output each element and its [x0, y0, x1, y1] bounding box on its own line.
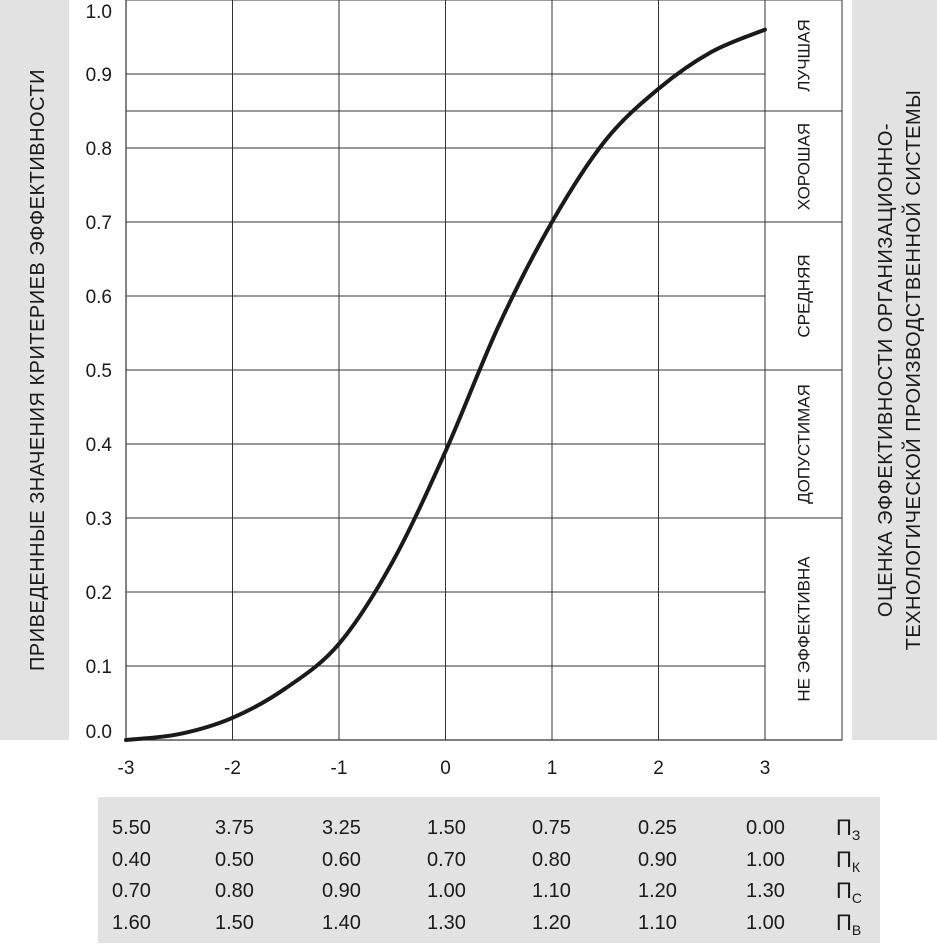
coefficient-value: 1.40	[322, 911, 361, 934]
coefficient-value: 1.50	[427, 817, 466, 839]
coefficient-value: 1.60	[112, 911, 151, 934]
coefficient-value: 0.90	[322, 880, 361, 902]
coefficient-value: 0.40	[112, 848, 151, 871]
y-tick-label: 0.6	[86, 287, 112, 308]
coefficient-row: 0.70 0.80 0.90 1.00 1.10 1.20 1.30 ПС	[98, 876, 880, 906]
quality-bands: ЛУЧШАЯ ХОРОШАЯ СРЕДНЯЯ ДОПУСТИМАЯ НЕ ЭФФЕКТИ…	[764, 0, 843, 741]
y-tick-label: 1.0	[86, 2, 112, 23]
y-tick-label: 0.2	[86, 583, 112, 604]
coefficient-value: 1.50	[215, 911, 254, 934]
right-title-line1: ОЦЕНКА ЭФФЕКТИВНОСТИ ОРГАНИЗАЦИОННО-	[875, 123, 897, 617]
right-title-box	[852, 0, 937, 740]
coefficient-value: 1.20	[532, 911, 571, 934]
coefficient-value: 1.10	[532, 880, 571, 902]
y-tick-labels: 0.0 0.1 0.2 0.3 0.4 0.5 0.6 0.7 0.8 0.9 1.0	[86, 2, 113, 743]
coefficient-value: 1.30	[427, 911, 466, 934]
y-tick-label: 0.7	[86, 213, 112, 234]
coefficient-symbol: ПВ	[836, 909, 862, 938]
y-tick-label: 0.3	[86, 509, 112, 530]
y-tick-label: 0.9	[86, 65, 112, 86]
x-tick-label: -2	[224, 758, 241, 779]
y-axis-title-box	[0, 0, 69, 740]
band-label: СРЕДНЯЯ	[795, 254, 814, 337]
coefficient-symbol: ПК	[836, 846, 860, 875]
y-axis-title: ПРИВЕДЕННЫЕ ЗНАЧЕНИЯ КРИТЕРИЕВ ЭФФЕКТИВН…	[27, 69, 49, 671]
y-tick-label: 0.0	[86, 722, 112, 743]
coefficient-value: 0.25	[638, 817, 677, 839]
coefficient-row: 1.60 1.50 1.40 1.30 1.20 1.10 1.00 ПВ	[98, 908, 880, 938]
x-tick-label: 0	[440, 758, 451, 779]
coefficient-value: 1.00	[746, 911, 785, 934]
x-tick-label: 2	[653, 758, 664, 779]
coefficient-value: 3.25	[322, 817, 361, 839]
coefficient-value: 0.60	[322, 848, 361, 871]
right-title-line2: ТЕХНОЛОГИЧЕСКОЙ ПРОИЗВОДСТВЕННОЙ СИСТЕМЫ	[901, 90, 925, 651]
coefficient-value: 0.00	[746, 817, 785, 839]
coefficient-value: 0.70	[112, 880, 151, 902]
band-label: ХОРОШАЯ	[795, 123, 814, 210]
coefficient-value: 1.20	[638, 880, 677, 902]
y-tick-label: 0.8	[86, 139, 112, 160]
x-tick-label: -3	[118, 758, 135, 779]
chart: ПРИВЕДЕННЫЕ ЗНАЧЕНИЯ КРИТЕРИЕВ ЭФФЕКТИВН…	[0, 0, 937, 779]
x-tick-label: 3	[760, 758, 771, 779]
band-label: НЕ ЭФФЕКТИВНА	[795, 556, 814, 702]
y-tick-label: 0.5	[86, 361, 112, 382]
x-tick-label: 1	[547, 758, 558, 779]
curve	[124, 27, 767, 742]
efficiency-curve	[124, 27, 767, 742]
band-label: ДОПУСТИМАЯ	[795, 384, 814, 504]
coefficient-symbol: ПЗ	[836, 815, 861, 843]
coefficient-value: 0.90	[638, 848, 677, 871]
coefficient-row: 0.40 0.50 0.60 0.70 0.80 0.90 1.00 ПК	[98, 845, 880, 875]
coefficient-value: 1.30	[746, 880, 785, 902]
coefficient-value: 0.70	[427, 848, 466, 871]
coefficient-value: 5.50	[112, 817, 151, 839]
x-tick-label: -1	[331, 758, 348, 779]
coefficient-symbol: ПС	[836, 878, 862, 906]
y-tick-label: 0.1	[86, 657, 112, 678]
coefficient-value: 3.75	[215, 817, 254, 839]
coefficient-row: 5.50 3.75 3.25 1.50 0.75 0.25 0.00 ПЗ	[98, 813, 880, 843]
coefficient-value: 0.50	[215, 848, 254, 871]
coefficient-value: 1.10	[638, 911, 677, 934]
coefficient-value: 0.80	[215, 880, 254, 902]
coefficient-value: 1.00	[427, 880, 466, 902]
y-tick-label: 0.4	[86, 435, 113, 456]
coefficient-value: 0.75	[532, 817, 571, 839]
coefficient-value: 1.00	[746, 848, 785, 871]
grid	[125, 0, 842, 741]
coefficient-table: 5.50 3.75 3.25 1.50 0.75 0.25 0.00 ПЗ 0.40 0.50 0.…	[98, 797, 880, 943]
x-tick-labels: -3 -2 -1 0 1 2 3	[118, 758, 771, 779]
band-label: ЛУЧШАЯ	[795, 19, 814, 91]
coefficient-value: 0.80	[532, 848, 571, 871]
